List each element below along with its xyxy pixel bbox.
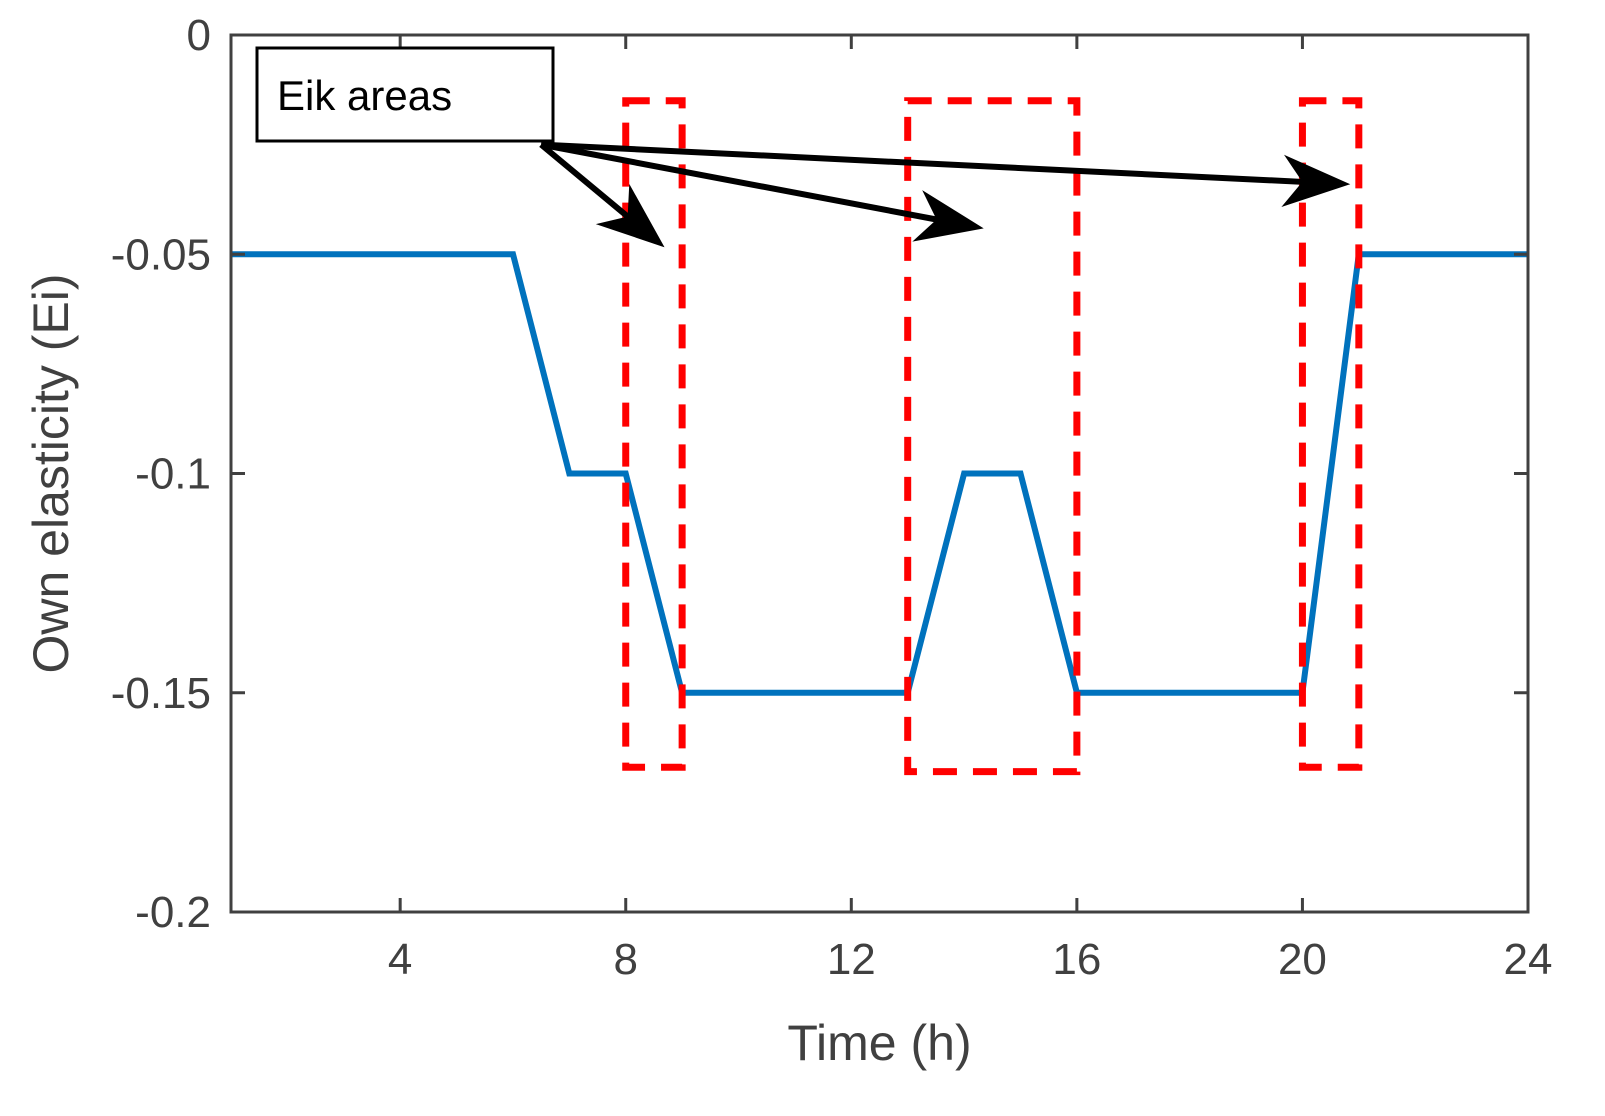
eik-area-box-2 (904, 97, 1081, 776)
x-tick-label-12: 12 (827, 935, 876, 984)
annotation-arrow-head-2 (912, 190, 984, 242)
y-tick-label--0.1: -0.1 (135, 450, 211, 499)
y-tick-label--0.15: -0.15 (111, 669, 211, 718)
annotation-arrow-shaft-3 (541, 141, 1304, 185)
x-axis-title: Time (h) (787, 1015, 971, 1071)
x-tick-label-4: 4 (388, 935, 412, 984)
annotation-box (255, 46, 555, 143)
annotation-label: Eik areas (277, 72, 452, 119)
annotation-arrow-shaft-1 (539, 142, 631, 220)
annotation-arrow-head-3 (1281, 154, 1351, 208)
y-tick-label--0.05: -0.05 (111, 230, 211, 279)
y-axis-title: Own elasticity (Ei) (23, 273, 79, 673)
y-tick-label--0.2: -0.2 (135, 888, 211, 937)
annotation-arrow-shaft-2 (540, 141, 939, 223)
x-tick-label-8: 8 (613, 935, 637, 984)
y-tick-label-0: 0 (187, 11, 211, 60)
annotation-arrow-head-1 (595, 183, 665, 248)
x-tick-label-20: 20 (1278, 935, 1327, 984)
x-tick-label-16: 16 (1052, 935, 1101, 984)
x-tick-label-24: 24 (1504, 935, 1553, 984)
series-line-0 (231, 251, 1528, 696)
